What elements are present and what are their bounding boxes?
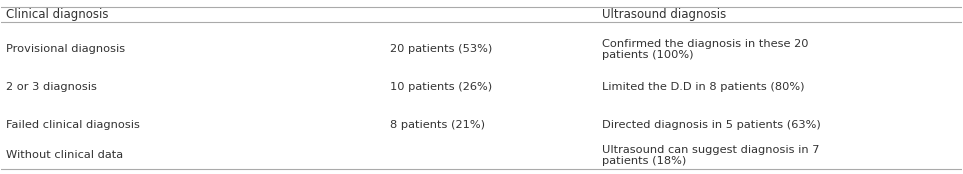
Text: Clinical diagnosis: Clinical diagnosis	[6, 8, 109, 21]
Text: 20 patients (53%): 20 patients (53%)	[390, 44, 492, 54]
Text: Ultrasound diagnosis: Ultrasound diagnosis	[602, 8, 726, 21]
Text: Failed clinical diagnosis: Failed clinical diagnosis	[6, 120, 140, 130]
Text: Without clinical data: Without clinical data	[6, 151, 123, 160]
Text: 10 patients (26%): 10 patients (26%)	[390, 82, 492, 92]
Text: Provisional diagnosis: Provisional diagnosis	[6, 44, 125, 54]
Text: 2 or 3 diagnosis: 2 or 3 diagnosis	[6, 82, 97, 92]
Text: 8 patients (21%): 8 patients (21%)	[390, 120, 485, 130]
Text: Ultrasound can suggest diagnosis in 7
patients (18%): Ultrasound can suggest diagnosis in 7 pa…	[602, 145, 819, 166]
Text: Confirmed the diagnosis in these 20
patients (100%): Confirmed the diagnosis in these 20 pati…	[602, 38, 808, 60]
Text: Limited the D.D in 8 patients (80%): Limited the D.D in 8 patients (80%)	[602, 82, 804, 92]
Text: Directed diagnosis in 5 patients (63%): Directed diagnosis in 5 patients (63%)	[602, 120, 820, 130]
